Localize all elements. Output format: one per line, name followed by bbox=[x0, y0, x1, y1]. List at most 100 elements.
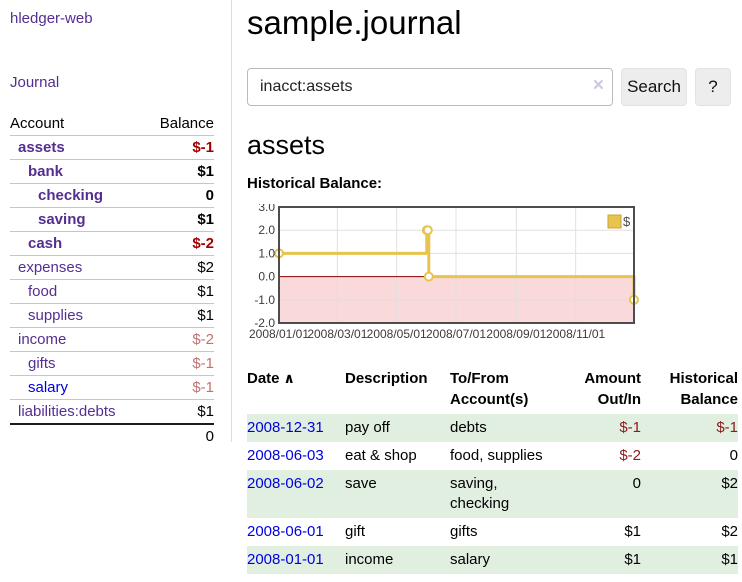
y-tick-label: 3.0 bbox=[258, 204, 275, 214]
account-row: supplies $1 bbox=[10, 303, 214, 328]
transaction-date-link[interactable]: 2008-12-31 bbox=[247, 419, 324, 436]
account-link-bank[interactable]: bank bbox=[28, 163, 64, 180]
account-link-supplies[interactable]: supplies bbox=[28, 307, 84, 324]
y-tick-label: -1.0 bbox=[254, 293, 275, 307]
transaction-balance: 0 bbox=[729, 447, 738, 464]
transaction-accounts: gifts bbox=[450, 523, 478, 540]
transaction-date-link[interactable]: 2008-01-01 bbox=[247, 551, 324, 568]
x-tick-label: 2008/07/01 bbox=[426, 327, 486, 341]
register-row: 2008-12-31 pay off debts $-1 $-1 bbox=[247, 414, 738, 442]
transaction-date-link[interactable]: 2008-06-01 bbox=[247, 523, 324, 540]
y-tick-label: 1.0 bbox=[258, 246, 275, 260]
legend-swatch bbox=[607, 214, 622, 229]
clear-search-icon[interactable]: × bbox=[592, 75, 604, 96]
accounts-header-row: Account Balance bbox=[10, 112, 214, 136]
accounts-total-row: 0 bbox=[10, 423, 214, 448]
account-row: liabilities:debts $1 bbox=[10, 399, 214, 424]
transaction-balance: $2 bbox=[721, 475, 738, 492]
register-header-accounts: To/From Account(s) bbox=[450, 370, 529, 408]
account-link-income[interactable]: income bbox=[18, 331, 67, 348]
account-row: checking 0 bbox=[10, 183, 214, 208]
account-balance: $-2 bbox=[144, 231, 214, 256]
chart-title: Historical Balance: bbox=[247, 175, 383, 192]
account-heading: assets bbox=[247, 130, 326, 160]
account-link-assets[interactable]: assets bbox=[18, 139, 65, 156]
register-table: Date ∧ Description To/From Account(s) Amo… bbox=[247, 366, 738, 574]
account-row: expenses $2 bbox=[10, 255, 214, 280]
accounts-table: Account Balance assets $-1 bank $1 checking 0… bbox=[10, 112, 214, 448]
register-row: 2008-06-02 save saving, checking 0 $2 bbox=[247, 470, 738, 518]
transaction-balance: $1 bbox=[721, 551, 738, 568]
x-tick-label: 2008/11/01 bbox=[546, 327, 605, 341]
y-tick-label: -2.0 bbox=[254, 316, 275, 330]
sidebar-item-journal[interactable]: Journal bbox=[10, 74, 60, 91]
register-row: 2008-06-01 gift gifts $1 $2 bbox=[247, 518, 738, 546]
transaction-amount: $1 bbox=[624, 523, 641, 540]
register-header-balance: Historical Balance bbox=[669, 370, 738, 408]
account-balance: $-1 bbox=[144, 375, 214, 400]
transaction-amount: $-2 bbox=[619, 447, 641, 464]
x-tick-label: 2008/03/01 bbox=[307, 327, 367, 341]
main-content: sample.journal × Search ? assets Histori… bbox=[247, 0, 738, 574]
transaction-balance: $2 bbox=[721, 523, 738, 540]
transaction-amount: $1 bbox=[624, 551, 641, 568]
sidebar: hledger-web Journal Account Balance asse… bbox=[0, 0, 232, 448]
register-row: 2008-06-03 eat & shop food, supplies $-2 0 bbox=[247, 442, 738, 470]
account-balance: 0 bbox=[144, 183, 214, 208]
sort-asc-icon: ∧ bbox=[283, 370, 295, 386]
account-link-cash[interactable]: cash bbox=[28, 235, 63, 252]
transaction-date-link[interactable]: 2008-06-03 bbox=[247, 447, 324, 464]
x-tick-label: 2008/01/01 bbox=[249, 327, 309, 341]
accounts-header-account: Account bbox=[10, 112, 145, 136]
accounts-total-value: 0 bbox=[144, 423, 214, 448]
transaction-accounts: saving, checking bbox=[450, 475, 510, 512]
transaction-date-link[interactable]: 2008-06-02 bbox=[247, 475, 324, 492]
account-balance: $2 bbox=[144, 255, 214, 280]
accounts-table-body: assets $-1 bank $1 checking 0 saving $1 cash $-2 e… bbox=[10, 136, 214, 448]
register-header-date[interactable]: Date ∧ bbox=[247, 370, 295, 387]
account-row: assets $-1 bbox=[10, 136, 214, 160]
account-link-expenses[interactable]: expenses bbox=[18, 259, 83, 276]
transaction-accounts: salary bbox=[450, 551, 491, 568]
transaction-amount: $-1 bbox=[619, 419, 641, 436]
search-box: × bbox=[247, 68, 613, 106]
account-balance: $1 bbox=[144, 279, 214, 304]
help-button[interactable]: ? bbox=[695, 68, 731, 106]
x-tick-label: 2008/09/01 bbox=[486, 327, 546, 341]
account-link-liabilities-debts[interactable]: liabilities:debts bbox=[18, 403, 116, 420]
transaction-accounts: food, supplies bbox=[450, 447, 543, 464]
account-balance: $-1 bbox=[144, 351, 214, 376]
register-header-description: Description bbox=[345, 370, 428, 387]
account-row: cash $-2 bbox=[10, 231, 214, 256]
search-input[interactable] bbox=[247, 68, 613, 106]
account-link-salary[interactable]: salary bbox=[28, 379, 69, 396]
register-header-amount: Amount Out/In bbox=[584, 370, 641, 408]
account-link-food[interactable]: food bbox=[28, 283, 58, 300]
register-table-body: 2008-12-31 pay off debts $-1 $-1 2008-06-03 ea… bbox=[247, 414, 738, 574]
account-row: food $1 bbox=[10, 279, 214, 304]
accounts-header-balance: Balance bbox=[144, 112, 214, 136]
account-link-gifts[interactable]: gifts bbox=[28, 355, 56, 372]
balance-chart: $3.0 2.0 1.0 0.0 -1.0 -2.0 2008/01/01 2008/03/0… bbox=[247, 200, 738, 350]
account-row: saving $1 bbox=[10, 207, 214, 232]
search-button[interactable]: Search bbox=[621, 68, 687, 106]
transaction-description: save bbox=[345, 475, 377, 492]
account-row: gifts $-1 bbox=[10, 351, 214, 376]
y-tick-label: 0.0 bbox=[258, 270, 275, 284]
account-row: bank $1 bbox=[10, 159, 214, 184]
y-tick-label: 2.0 bbox=[258, 223, 275, 237]
transaction-description: pay off bbox=[345, 419, 390, 436]
chart-border bbox=[278, 206, 635, 324]
account-row: salary $-1 bbox=[10, 375, 214, 400]
x-tick-label: 2008/05/01 bbox=[367, 327, 427, 341]
register-header-row: Date ∧ Description To/From Account(s) Amo… bbox=[247, 366, 738, 414]
account-balance: $1 bbox=[144, 303, 214, 328]
account-link-saving[interactable]: saving bbox=[38, 211, 86, 228]
transaction-amount: 0 bbox=[632, 475, 641, 492]
register-row: 2008-01-01 income salary $1 $1 bbox=[247, 546, 738, 574]
account-balance: $1 bbox=[144, 207, 214, 232]
brand-link[interactable]: hledger-web bbox=[10, 10, 93, 27]
page-title: sample.journal bbox=[247, 4, 462, 41]
account-link-checking[interactable]: checking bbox=[38, 187, 104, 204]
data-point-marker bbox=[422, 225, 433, 236]
